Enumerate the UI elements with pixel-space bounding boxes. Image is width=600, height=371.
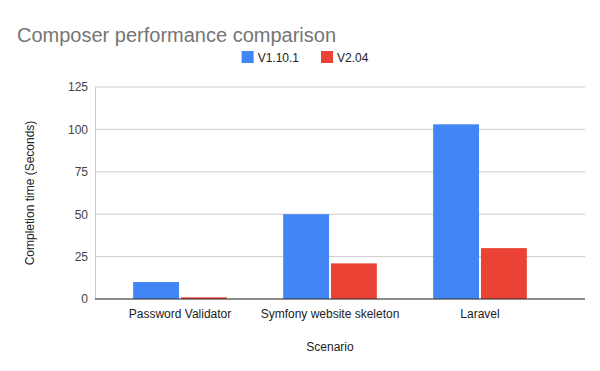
y-tick-label: 50 <box>75 208 89 222</box>
y-tick: 25 <box>75 250 95 264</box>
grid-line <box>95 299 585 300</box>
y-tick-label: 75 <box>75 165 89 179</box>
legend-swatch <box>242 51 254 63</box>
grid <box>95 87 585 299</box>
y-tick: 0 <box>81 292 95 306</box>
x-tick-label: Symfony website skeleton <box>261 307 400 321</box>
x-axis-title: Scenario <box>306 340 354 354</box>
bar <box>133 282 179 299</box>
x-tick-label: Password Validator <box>129 307 232 321</box>
legend-label: V1.10.1 <box>258 51 300 65</box>
grid-line <box>95 214 585 215</box>
bars <box>133 124 527 299</box>
grid-line <box>95 87 585 88</box>
y-tick-label: 25 <box>75 250 89 264</box>
y-tick-label: 125 <box>68 80 88 94</box>
legend-label: V2.04 <box>337 51 369 65</box>
x-tick-label: Laravel <box>460 307 499 321</box>
x-tick: Laravel <box>460 299 499 321</box>
y-tick-label: 0 <box>81 292 88 306</box>
legend-item: V2.04 <box>321 51 369 65</box>
bar <box>433 124 479 299</box>
legend-swatch <box>321 51 333 63</box>
y-axis: 0 25 50 75 100 125 <box>68 80 96 306</box>
x-tick: Symfony website skeleton <box>261 299 400 321</box>
background <box>0 0 600 371</box>
title: Composer performance comparison <box>17 24 336 46</box>
y-tick: 125 <box>68 80 95 94</box>
y-axis-title: Completion time (Seconds) <box>23 121 37 266</box>
bar <box>331 263 377 299</box>
x-axis-line <box>95 299 585 300</box>
y-axis-line <box>95 88 96 300</box>
chart: Composer performance comparison 0 25 50 75 10… <box>0 0 600 371</box>
grid-line <box>95 171 585 172</box>
y-tick: 50 <box>75 208 95 222</box>
y-tick: 75 <box>75 165 95 179</box>
y-tick-label: 100 <box>68 123 88 137</box>
y-tick: 100 <box>68 123 95 137</box>
x-axis: Password Validator Symfony website skelet… <box>95 299 585 321</box>
grid-line <box>95 129 585 130</box>
bar <box>283 214 329 299</box>
x-tick: Password Validator <box>129 299 232 321</box>
legend-item: V1.10.1 <box>242 51 300 65</box>
bar <box>481 248 527 299</box>
legend: V1.10.1 V2.04 <box>242 51 369 65</box>
